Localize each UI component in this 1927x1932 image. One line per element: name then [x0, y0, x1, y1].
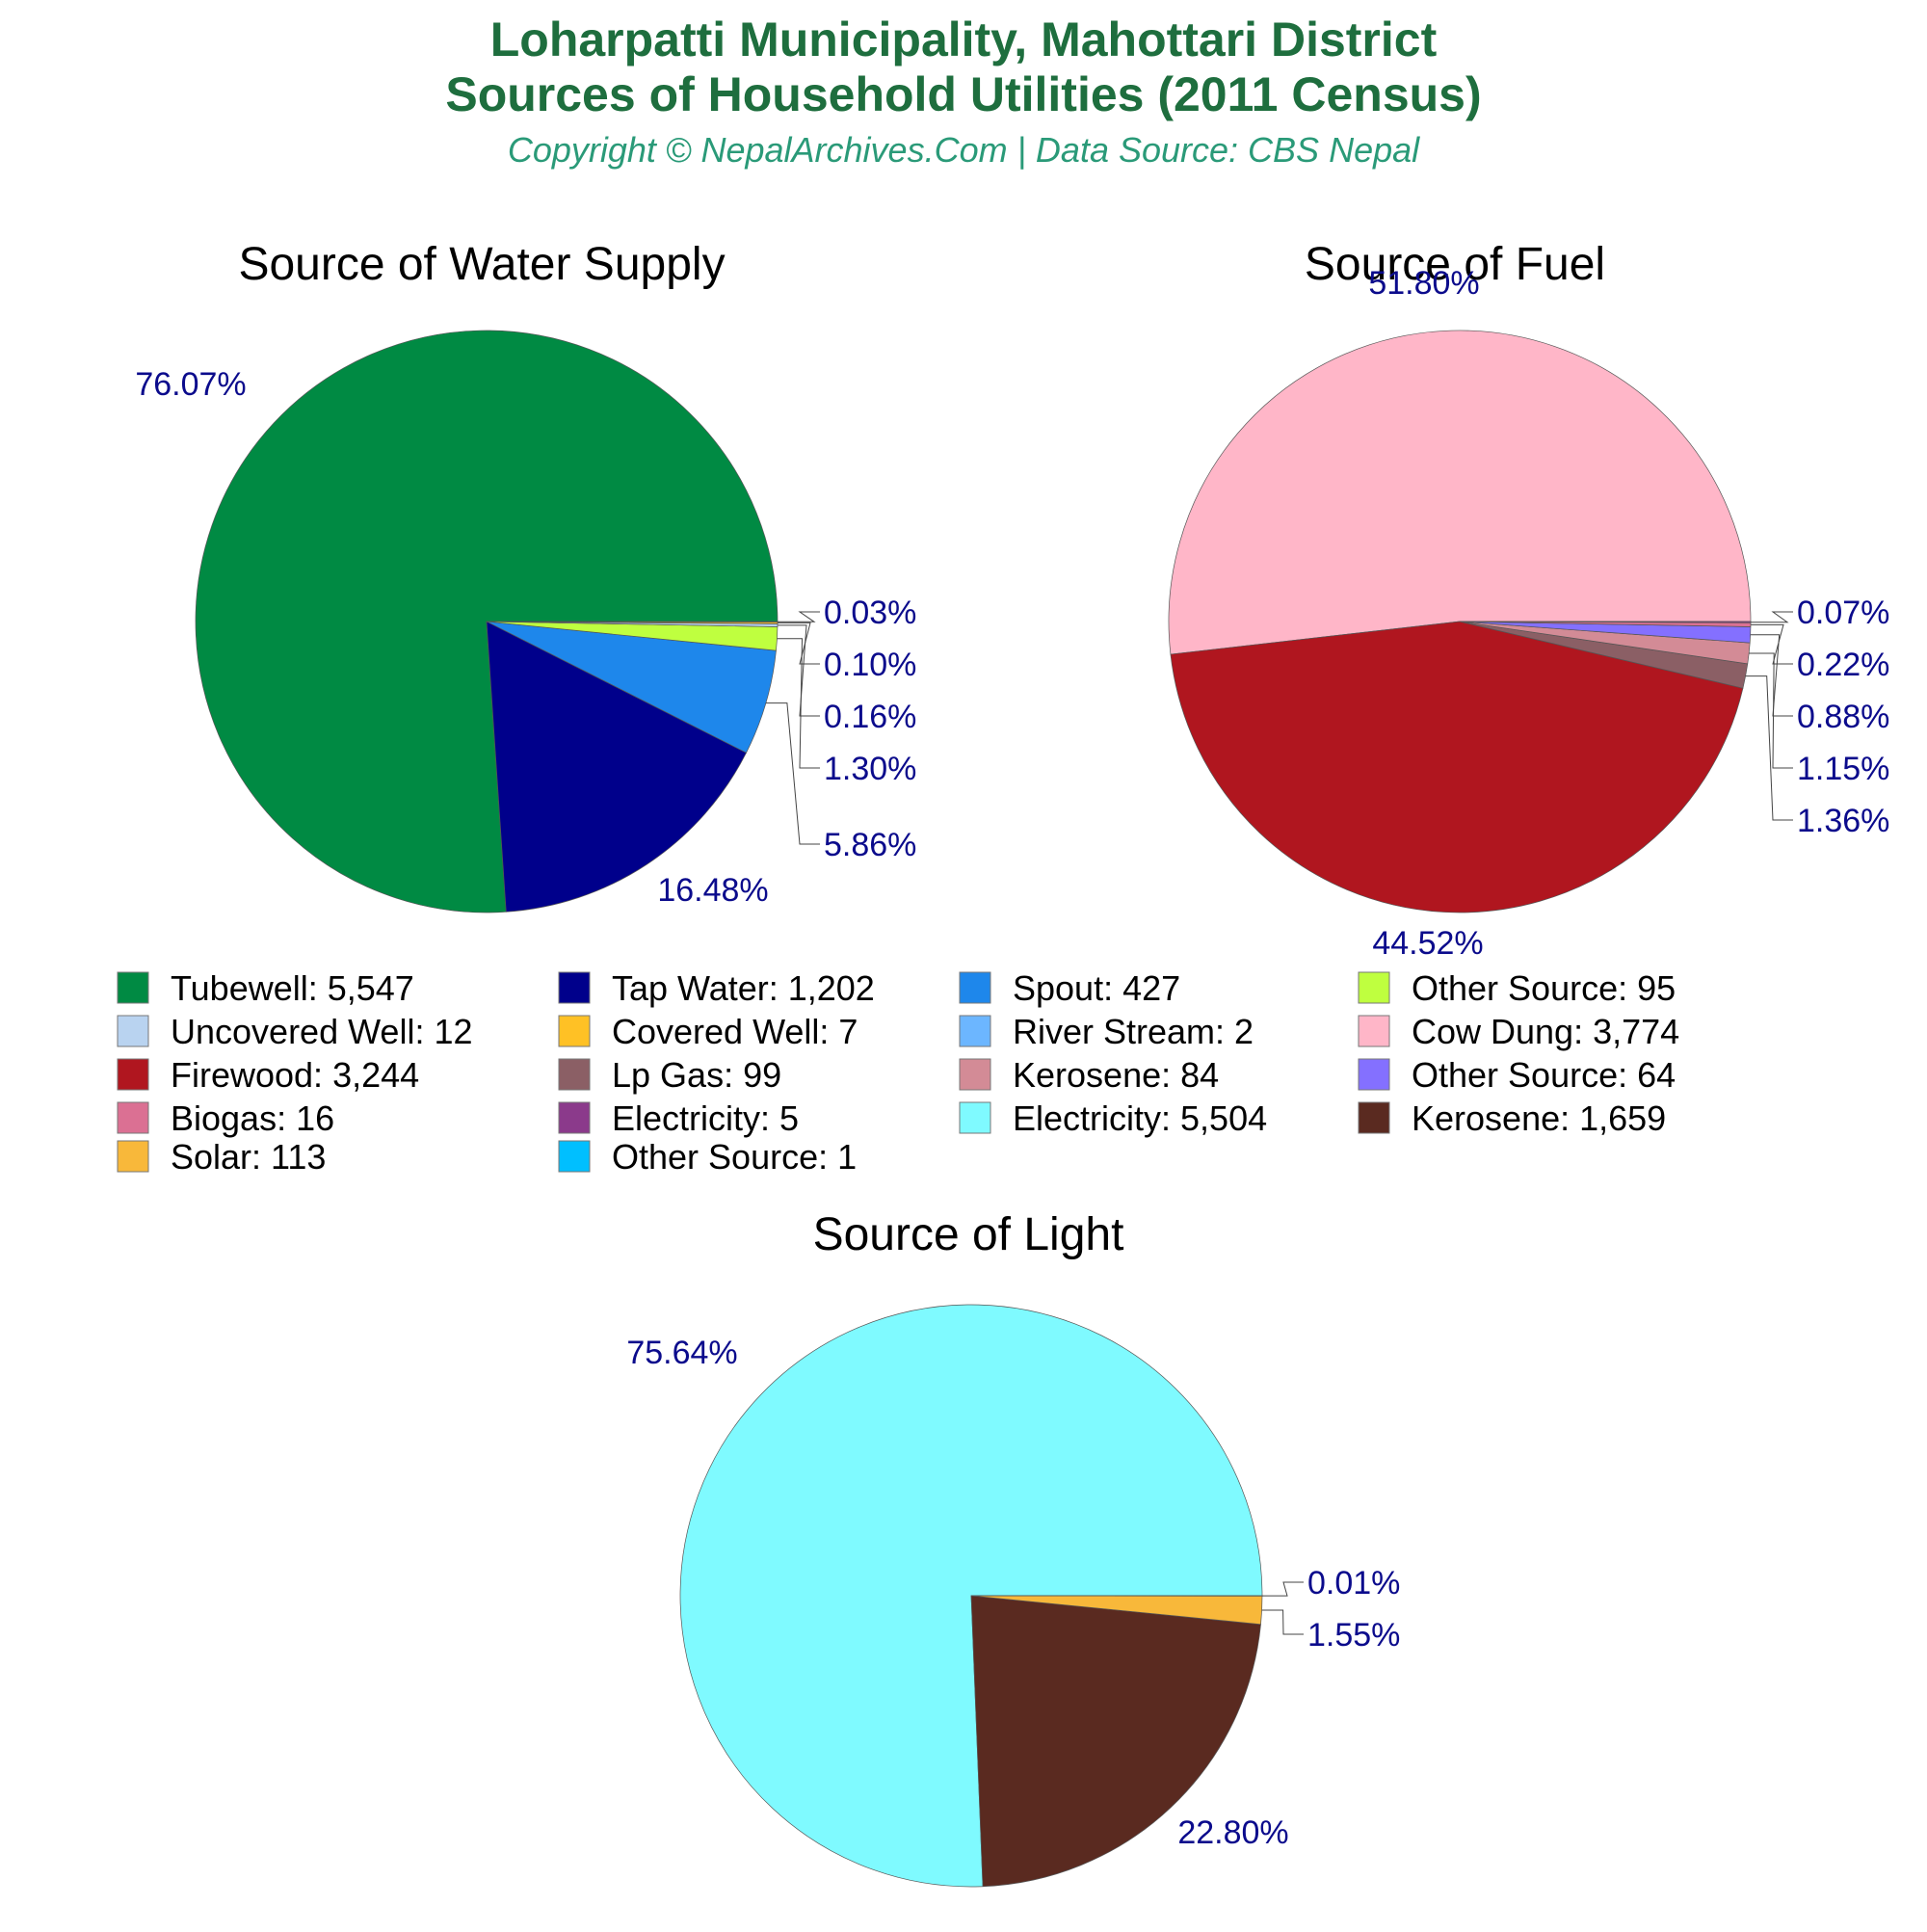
- legend-item: Tubewell: 5,547: [118, 968, 414, 1008]
- leader-line: [1751, 612, 1793, 622]
- main-title-line2: Sources of Household Utilities (2011 Cen…: [445, 67, 1481, 121]
- slice-percent-label: 76.07%: [135, 366, 246, 403]
- pie-2: 75.64% 22.80% 1.55% 0.01%: [626, 1305, 1400, 1887]
- legend-item: Other Source: 1: [559, 1137, 857, 1177]
- legend-label: Covered Well: 7: [612, 1012, 858, 1051]
- legend-item: Lp Gas: 99: [559, 1055, 781, 1095]
- legend-swatch: [960, 1059, 990, 1090]
- legend-label: Firewood: 3,244: [171, 1055, 419, 1095]
- legend-item: Tap Water: 1,202: [559, 968, 875, 1008]
- leader-line: [1262, 1610, 1304, 1634]
- pie-slice: [1169, 331, 1751, 654]
- slice-percent-label: 51.80%: [1368, 265, 1479, 302]
- slice-percent-label: 0.01%: [1307, 1565, 1400, 1601]
- legend-item: Spout: 427: [960, 968, 1180, 1008]
- slice-percent-label: 16.48%: [657, 872, 768, 909]
- legend-item: Kerosene: 84: [960, 1055, 1219, 1095]
- legend-label: Other Source: 1: [612, 1137, 857, 1177]
- legend-swatch: [1359, 1102, 1389, 1133]
- legend-label: Kerosene: 84: [1013, 1055, 1219, 1095]
- legend-item: Other Source: 64: [1359, 1055, 1676, 1095]
- legend-swatch: [118, 1102, 148, 1133]
- copyright-line: Copyright © NepalArchives.Com | Data Sou…: [508, 130, 1420, 170]
- legend-item: Other Source: 95: [1359, 968, 1676, 1008]
- legend-swatch: [559, 1016, 590, 1046]
- slice-percent-label: 44.52%: [1372, 925, 1483, 962]
- pie-1: 51.80% 44.52% 1.36% 1.15% 0.88% 0.22% 0.07%: [1169, 265, 1889, 962]
- legend-label: Other Source: 64: [1412, 1055, 1676, 1095]
- legend-item: Electricity: 5,504: [960, 1098, 1267, 1138]
- slice-percent-label: 1.55%: [1307, 1617, 1400, 1654]
- main-title-line1: Loharpatti Municipality, Mahottari Distr…: [490, 13, 1438, 66]
- legend-item: Uncovered Well: 12: [118, 1012, 473, 1051]
- legend: Tubewell: 5,547 Tap Water: 1,202 Spout: 42…: [118, 968, 1679, 1177]
- leader-line: [1751, 635, 1793, 716]
- slice-percent-label: 1.36%: [1797, 803, 1889, 839]
- leader-line: [778, 612, 820, 622]
- legend-swatch: [960, 972, 990, 1003]
- legend-swatch: [1359, 1059, 1389, 1090]
- leader-line: [1751, 624, 1793, 664]
- leader-line: [766, 703, 820, 844]
- leader-line: [1749, 653, 1793, 768]
- legend-item: Cow Dung: 3,774: [1359, 1012, 1679, 1051]
- legend-swatch: [1359, 972, 1389, 1003]
- legend-label: Other Source: 95: [1412, 968, 1676, 1008]
- legend-label: Solar: 113: [171, 1137, 326, 1177]
- legend-label: Tubewell: 5,547: [171, 968, 414, 1008]
- slice-percent-label: 22.80%: [1177, 1814, 1288, 1851]
- legend-swatch: [559, 1102, 590, 1133]
- legend-label: Biogas: 16: [171, 1098, 334, 1138]
- slice-percent-label: 0.88%: [1797, 699, 1889, 735]
- slice-percent-label: 0.07%: [1797, 595, 1889, 631]
- legend-item: Kerosene: 1,659: [1359, 1098, 1666, 1138]
- legend-item: Firewood: 3,244: [118, 1055, 419, 1095]
- light-chart-title: Source of Light: [813, 1209, 1124, 1260]
- legend-swatch: [960, 1016, 990, 1046]
- legend-item: Covered Well: 7: [559, 1012, 858, 1051]
- legend-swatch: [559, 1059, 590, 1090]
- slice-percent-label: 1.15%: [1797, 751, 1889, 787]
- legend-label: River Stream: 2: [1013, 1012, 1254, 1051]
- legend-label: Electricity: 5: [612, 1098, 799, 1138]
- water-chart-title: Source of Water Supply: [238, 239, 725, 290]
- legend-label: Tap Water: 1,202: [612, 968, 875, 1008]
- legend-swatch: [1359, 1016, 1389, 1046]
- legend-label: Lp Gas: 99: [612, 1055, 781, 1095]
- legend-swatch: [559, 972, 590, 1003]
- legend-swatch: [118, 1016, 148, 1046]
- legend-swatch: [118, 1141, 148, 1172]
- slice-percent-label: 1.30%: [824, 751, 916, 787]
- leader-line: [1262, 1582, 1304, 1596]
- slice-percent-label: 5.86%: [824, 827, 916, 863]
- leader-line: [1746, 676, 1793, 820]
- legend-label: Cow Dung: 3,774: [1412, 1012, 1679, 1051]
- legend-swatch: [559, 1141, 590, 1172]
- legend-label: Kerosene: 1,659: [1412, 1098, 1666, 1138]
- legend-swatch: [960, 1102, 990, 1133]
- legend-item: Biogas: 16: [118, 1098, 334, 1138]
- slice-percent-label: 0.03%: [824, 595, 916, 631]
- slice-percent-label: 0.22%: [1797, 647, 1889, 683]
- legend-item: Electricity: 5: [559, 1098, 799, 1138]
- legend-label: Spout: 427: [1013, 968, 1180, 1008]
- legend-swatch: [118, 972, 148, 1003]
- legend-label: Uncovered Well: 12: [171, 1012, 473, 1051]
- legend-label: Electricity: 5,504: [1013, 1098, 1267, 1138]
- legend-item: Solar: 113: [118, 1137, 326, 1177]
- leader-line: [778, 622, 820, 664]
- slice-percent-label: 0.10%: [824, 647, 916, 683]
- legend-item: River Stream: 2: [960, 1012, 1254, 1051]
- legend-swatch: [118, 1059, 148, 1090]
- slice-percent-label: 75.64%: [626, 1335, 737, 1371]
- slice-percent-label: 0.16%: [824, 699, 916, 735]
- pie-0: 76.07% 16.48% 5.86% 1.30% 0.16% 0.10% 0.03%: [135, 331, 916, 913]
